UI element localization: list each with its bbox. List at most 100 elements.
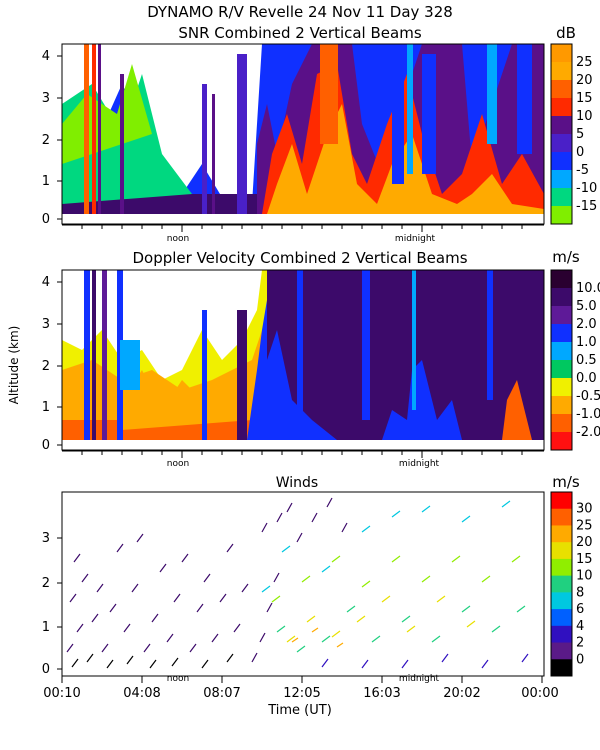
colorbar-swatch [551, 525, 572, 543]
colorbar-swatch [551, 492, 572, 510]
colorbar-label: -15 [576, 199, 597, 214]
time-tick-label: 16:03 [363, 686, 400, 701]
winds-ytick-label: 1 [42, 620, 50, 635]
colorbar-label: 0.5 [576, 353, 597, 368]
colorbar-swatch [551, 44, 572, 63]
colorbar-label: 15 [576, 91, 593, 106]
colorbar-label: 20 [576, 535, 593, 550]
colorbar-swatch [551, 288, 572, 307]
colorbar-label: 6 [576, 602, 584, 617]
colorbar-swatch [551, 575, 572, 593]
snr-midnight-label: midnight [395, 234, 436, 244]
doppler-ytick-label: 2 [42, 359, 50, 374]
colorbar-swatch [551, 170, 572, 189]
doppler-midnight-label: midnight [399, 459, 440, 469]
colorbar-swatch [551, 324, 572, 343]
snr-noon-label: noon [167, 234, 189, 244]
snr-ytick-label: 2 [42, 133, 50, 148]
colorbar-label: 0 [576, 652, 584, 667]
snr-y-ticks: 0 1 2 3 4 [42, 49, 62, 227]
colorbar-swatch [551, 642, 572, 660]
colorbar-swatch [551, 659, 572, 677]
colorbar-swatch [551, 360, 572, 379]
colorbar-label: -0.5 [576, 389, 600, 404]
colorbar-swatch [551, 188, 572, 207]
colorbar-label: 2.0 [576, 317, 597, 332]
doppler-panel: 0 1 2 3 4 noon midnight m/s 10.0 5.0 2.0 1.… [42, 248, 600, 469]
colorbar-label: -1.0 [576, 407, 600, 422]
time-tick-label: 00:00 [521, 686, 558, 701]
colorbar-label: 5.0 [576, 299, 597, 314]
colorbar-frame [550, 269, 573, 451]
colorbar-label: 2 [576, 636, 584, 651]
colorbar-label: -10 [576, 181, 597, 196]
figure-title: DYNAMO R/V Revelle 24 Nov 11 Day 328 [147, 3, 453, 21]
snr-ytick-label: 3 [42, 91, 50, 106]
doppler-ytick-label: 0 [42, 438, 50, 453]
doppler-colorbar-unit: m/s [552, 248, 580, 266]
colorbar-swatch [551, 542, 572, 560]
colorbar-swatch [551, 342, 572, 361]
colorbar-label: 0 [576, 145, 584, 160]
colorbar-label: 25 [576, 55, 593, 70]
doppler-ytick-label: 3 [42, 317, 50, 332]
colorbar-label: 10 [576, 569, 593, 584]
colorbar-label: 15 [576, 552, 593, 567]
snr-heatmap [62, 44, 544, 224]
time-tick-label: 00:10 [43, 686, 80, 701]
snr-x-minor-ticks [81, 225, 523, 232]
doppler-noon-label: noon [167, 459, 189, 469]
colorbar-swatch [551, 592, 572, 610]
winds-panel: 0 1 2 3 noon midnight 00:10 04:08 08:07 … [42, 473, 593, 718]
winds-barb-field [62, 492, 544, 676]
colorbar-swatch [551, 414, 572, 433]
time-tick-label: 20:02 [443, 686, 480, 701]
colorbar-label: 25 [576, 518, 593, 533]
colorbar-swatch [551, 625, 572, 644]
time-tick-label: 08:07 [203, 686, 240, 701]
colorbar-swatch [551, 609, 572, 627]
colorbar-swatch [551, 62, 572, 81]
doppler-x-minor-ticks [81, 451, 523, 458]
doppler-panel-title: Doppler Velocity Combined 2 Vertical Bea… [132, 249, 467, 267]
winds-ytick-label: 0 [42, 662, 50, 677]
doppler-y-ticks: 0 1 2 3 4 [42, 275, 62, 453]
snr-colorbar: 25 20 15 10 5 0 -5 -10 -15 [550, 43, 597, 225]
snr-colorbar-unit: dB [556, 24, 576, 42]
time-tick-label: 04:08 [123, 686, 160, 701]
colorbar-swatch [551, 558, 572, 577]
winds-panel-title: Winds [276, 475, 318, 491]
winds-colorbar-unit: m/s [552, 473, 580, 491]
doppler-heatmap [62, 270, 544, 450]
winds-noon-label: noon [167, 674, 189, 684]
colorbar-label: 4 [576, 619, 584, 634]
colorbar-swatch [551, 306, 572, 325]
colorbar-swatch [551, 116, 572, 135]
snr-panel: 0 1 2 3 4 noon midnight dB 2520151050-5-… [42, 24, 598, 244]
colorbar-label: -5 [576, 163, 589, 178]
colorbar-label: -2.0 [576, 425, 600, 440]
colorbar-label: 10.0 [576, 281, 600, 296]
time-axis [61, 676, 543, 683]
colorbar-swatch [551, 134, 572, 153]
colorbar-swatch [551, 396, 572, 415]
colorbar-swatch [551, 98, 572, 117]
colorbar-label: 8 [576, 585, 584, 600]
colorbar-swatch [551, 432, 572, 451]
winds-midnight-label: midnight [399, 674, 440, 684]
colorbar-swatch [551, 378, 572, 397]
colorbar-label: 5 [576, 127, 584, 142]
colorbar-label: 1.0 [576, 335, 597, 350]
snr-ytick-label: 0 [42, 212, 50, 227]
colorbar-swatch [551, 152, 572, 171]
colorbar-swatch [551, 206, 572, 225]
snr-ytick-label: 1 [42, 174, 50, 189]
colorbar-label: 10 [576, 109, 593, 124]
colorbar-swatch [551, 80, 572, 99]
time-axis-label: Time (UT) [267, 703, 332, 718]
time-tick-label: 12:05 [283, 686, 320, 701]
snr-panel-title: SNR Combined 2 Vertical Beams [178, 24, 421, 42]
colorbar-frame [550, 491, 573, 677]
colorbar-label: 20 [576, 73, 593, 88]
